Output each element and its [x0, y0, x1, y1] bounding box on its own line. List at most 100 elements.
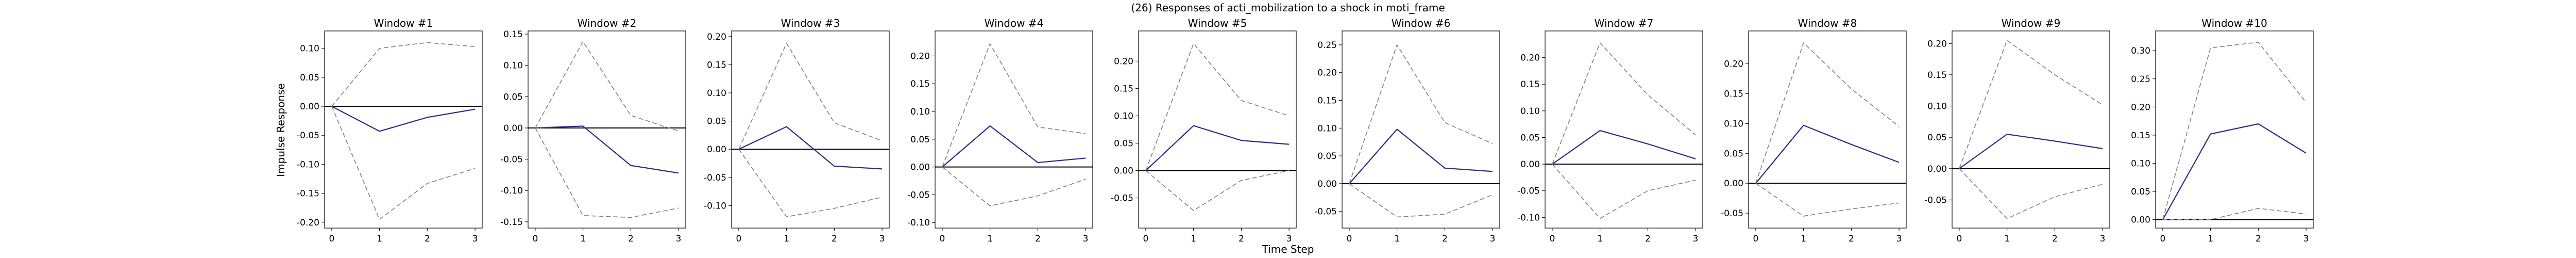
x-tick-label: 1 [1191, 234, 1196, 244]
upper-band-line [331, 42, 476, 107]
upper-band-line [942, 42, 1086, 167]
subplot-window-10: Window #10 0 1 2 3 0.00 0.05 0.10 0.15 0.20 0.25 0.… [2131, 17, 2314, 244]
x-tick-label: 1 [1394, 234, 1400, 244]
y-tick-label: 0.15 [2131, 131, 2150, 141]
x-tick-label: 2 [2052, 234, 2058, 244]
axes-frame [1138, 30, 1297, 229]
y-tick-label: 0.10 [1927, 102, 1947, 112]
x-tick-label: 0 [1956, 234, 1962, 244]
y-tick-label: 0.10 [707, 88, 726, 99]
upper-band-line [1349, 44, 1493, 184]
y-tick-label: 0.20 [910, 51, 930, 61]
x-tick-label: 2 [1849, 234, 1854, 244]
x-tick-label: 3 [676, 234, 682, 244]
response-line [331, 106, 476, 132]
subplot-window-9: Window #9 0 1 2 3 -0.05 0.00 0.05 0.10 0.15 0.20 [1924, 17, 2110, 244]
y-tick-label: -0.10 [704, 201, 726, 211]
y-tick-label: 0.00 [300, 102, 319, 112]
axes-frame [2155, 30, 2314, 229]
subplot-title: Window #3 [781, 17, 840, 29]
x-tick-label: 2 [2256, 234, 2261, 244]
y-tick-label: -0.20 [297, 218, 319, 228]
response-line [535, 125, 679, 174]
x-tick-label: 3 [1490, 234, 1496, 244]
x-tick-label: 2 [1442, 234, 1448, 244]
x-tick-label: 3 [1286, 234, 1292, 244]
y-tick-label: 0.05 [503, 92, 523, 102]
y-tick-label: -0.05 [297, 131, 319, 141]
y-tick-label: 0.20 [1520, 53, 1540, 63]
x-tick-label: 2 [1035, 234, 1041, 244]
subplot-title: Window #9 [2002, 17, 2061, 29]
subplot-window-3: Window #3 0 1 2 3 -0.10 -0.05 0.00 0.05 0.10 0.15 0… [704, 17, 890, 244]
figure-ylabel: Impulse Response [275, 83, 287, 176]
axes-frame [935, 30, 1093, 229]
y-tick-label: 0.15 [1927, 70, 1947, 80]
upper-band-line [1959, 39, 2103, 169]
x-tick-label: 1 [784, 234, 789, 244]
y-tick-label: -0.10 [297, 159, 319, 170]
y-tick-label: 0.10 [2131, 158, 2150, 169]
x-tick-label: 1 [987, 234, 993, 244]
x-tick-label: 2 [425, 234, 430, 244]
x-tick-label: 0 [1753, 234, 1758, 244]
subplot-title: Window #8 [1798, 17, 1857, 29]
y-tick-label: -0.15 [297, 189, 319, 199]
lower-band-line [1145, 170, 1290, 212]
lower-band-line [2162, 207, 2307, 220]
subplot-title: Window #10 [2201, 17, 2267, 29]
axes-frame [1545, 30, 1703, 229]
y-tick-label: -0.10 [1517, 213, 1540, 223]
response-line [1552, 130, 1696, 165]
x-tick-label: 3 [1896, 234, 1902, 244]
x-tick-label: 0 [1549, 234, 1555, 244]
y-tick-label: 0.05 [707, 117, 726, 127]
y-tick-label: 0.10 [1724, 119, 1743, 129]
y-tick-label: 0.05 [1317, 151, 1337, 162]
y-tick-label: 0.20 [1724, 59, 1743, 70]
subplot-window-6: Window #6 0 1 2 3 -0.05 0.00 0.05 0.10 0.15 0.20 0.… [1314, 17, 1500, 244]
response-line [1959, 133, 2103, 169]
y-tick-label: -0.10 [907, 218, 930, 228]
x-tick-label: 3 [472, 234, 478, 244]
x-tick-label: 2 [1239, 234, 1244, 244]
figure-suptitle: (26) Responses of acti_mobilization to a… [1131, 2, 1445, 14]
x-tick-label: 1 [2004, 234, 2010, 244]
upper-band-line [1552, 42, 1696, 165]
x-tick-label: 3 [2303, 234, 2309, 244]
y-tick-label: -0.05 [704, 173, 726, 183]
response-line [2162, 123, 2307, 220]
x-tick-label: 0 [532, 234, 538, 244]
x-tick-label: 0 [736, 234, 741, 244]
x-tick-label: 3 [879, 234, 885, 244]
y-tick-label: -0.10 [500, 186, 523, 196]
subplot-window-5: Window #5 0 1 2 3 -0.05 0.00 0.05 0.10 0.15 0.20 [1111, 17, 1297, 244]
upper-band-line [2162, 41, 2307, 220]
lower-band-line [942, 167, 1086, 206]
x-tick-label: 1 [377, 234, 382, 244]
y-tick-label: 0.25 [2131, 74, 2150, 85]
x-tick-label: 2 [628, 234, 634, 244]
y-tick-label: 0.00 [1114, 166, 1133, 176]
y-tick-label: 0.15 [1114, 84, 1133, 94]
y-tick-label: 0.05 [910, 135, 930, 145]
y-tick-label: -0.05 [1924, 195, 1947, 205]
y-tick-label: 0.20 [2131, 102, 2150, 112]
y-tick-label: 0.05 [1520, 133, 1540, 143]
y-tick-label: 0.05 [1114, 139, 1133, 149]
subplot-window-2: Window #2 0 1 2 3 -0.15 -0.10 -0.05 0.00 0.05 0.10… [500, 17, 686, 244]
y-tick-label: 0.00 [910, 163, 930, 173]
y-tick-label: 0.00 [1520, 159, 1540, 170]
subplot-title: Window #2 [578, 17, 637, 29]
lower-band-line [1959, 168, 2103, 219]
y-tick-label: 0.15 [910, 79, 930, 89]
x-tick-label: 2 [1645, 234, 1651, 244]
y-tick-label: 0.15 [707, 60, 726, 70]
y-tick-label: 0.15 [1724, 89, 1743, 100]
axes-frame [528, 30, 686, 229]
y-tick-label: 0.05 [1927, 133, 1947, 143]
y-tick-label: 0.15 [1520, 79, 1540, 90]
response-line [942, 125, 1086, 168]
y-tick-label: -0.05 [907, 190, 930, 200]
y-tick-label: 0.00 [1927, 164, 1947, 174]
